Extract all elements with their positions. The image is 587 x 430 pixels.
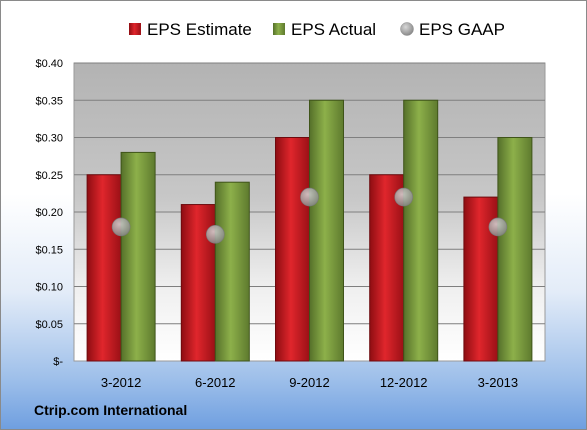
x-tick-label: 3-2013 [478, 375, 518, 390]
legend-marker [400, 22, 414, 36]
x-tick-label: 6-2012 [195, 375, 235, 390]
bar-eps-estimate [86, 174, 122, 362]
y-tick-label: $0.05 [35, 319, 63, 331]
y-tick-label: $0.20 [35, 207, 63, 219]
bars [86, 99, 533, 362]
bar-eps-actual [309, 99, 344, 362]
point-eps-gaap [206, 225, 225, 244]
bar-eps-actual [403, 99, 439, 362]
point-eps-gaap [394, 187, 414, 207]
legend-label: EPS Actual [291, 20, 376, 39]
bar-eps-actual [497, 137, 533, 362]
y-tick-label: $0.10 [35, 282, 63, 294]
y-tick-label: $0.25 [35, 170, 63, 182]
legend-marker [129, 23, 141, 35]
x-tick-label: 3-2012 [101, 375, 141, 390]
x-axis: 3-2012 6-2012 9-2012 12-2012 3-2013 [101, 375, 518, 390]
y-tick-label: $0.15 [35, 244, 63, 256]
y-tick-label: $0.35 [35, 95, 63, 107]
legend: EPS Estimate EPS Actual EPS GAAP [129, 20, 505, 39]
legend-label: EPS Estimate [147, 20, 252, 39]
y-tick-label: $- [53, 356, 63, 368]
legend-marker [273, 23, 285, 35]
point-eps-gaap [488, 217, 508, 237]
bar-eps-actual [214, 181, 250, 362]
y-axis: $- $0.05 $0.10 $0.15 $0.20 $0.25 $0.30 $0.35 $0.… [35, 58, 63, 368]
bar-eps-actual [120, 151, 156, 362]
legend-label: EPS GAAP [419, 20, 505, 39]
bar-eps-estimate [275, 137, 310, 362]
point-eps-gaap [300, 187, 319, 207]
company-name: Ctrip.com International [34, 402, 188, 418]
x-tick-label: 12-2012 [380, 375, 428, 390]
gaap-points [111, 187, 508, 244]
y-tick-label: $0.40 [35, 58, 63, 70]
x-tick-label: 9-2012 [289, 375, 329, 390]
y-tick-label: $0.30 [35, 133, 63, 145]
bar-eps-estimate [369, 174, 405, 362]
point-eps-gaap [111, 217, 131, 237]
